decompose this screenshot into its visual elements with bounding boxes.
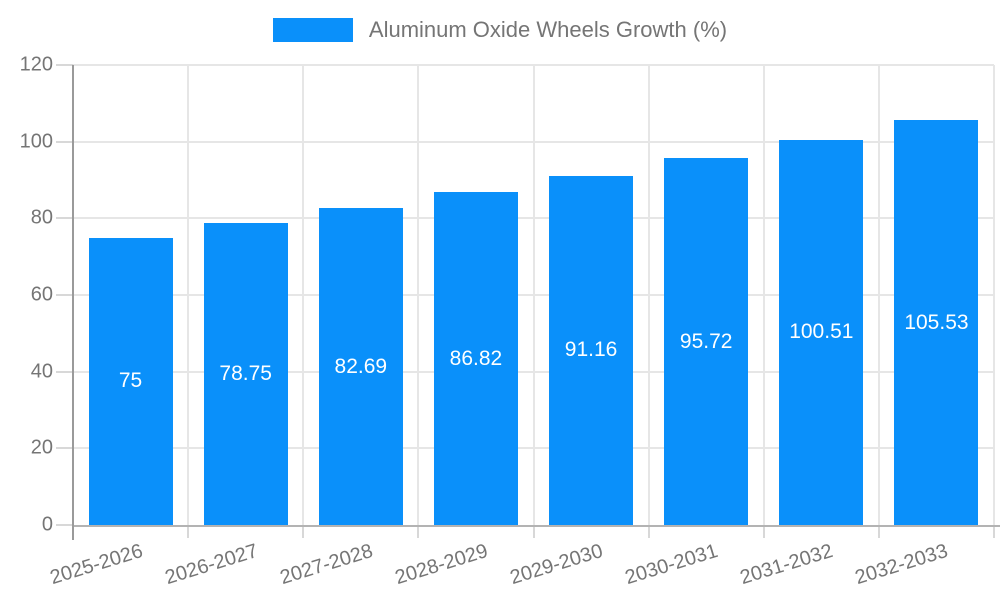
y-tick [56,294,73,296]
y-tick-label: 0 [41,513,53,536]
bar[interactable] [549,175,634,525]
x-tick [993,525,995,538]
x-gridline [532,65,535,525]
bar[interactable] [88,237,173,525]
bar-value-label: 100.51 [789,320,854,344]
x-gridline [302,65,305,525]
x-tick [302,525,305,538]
y-tick [56,370,73,373]
x-tick [417,525,420,538]
bar[interactable] [203,223,288,525]
x-tick [532,525,535,538]
legend-swatch[interactable] [272,18,353,42]
y-tick [56,524,73,526]
bar[interactable] [779,139,864,525]
x-tick [762,525,765,538]
bar-value-label: 78.75 [219,362,272,386]
y-tick-label: 80 [30,206,53,229]
legend-label: Aluminum Oxide Wheels Growth (%) [368,17,728,42]
bar-value-label: 82.69 [334,354,388,378]
bar[interactable] [433,192,518,525]
y-tick [56,217,73,220]
y-tick-label: 100 [19,130,53,153]
bar[interactable] [318,208,403,525]
bar-value-label: 86.82 [449,346,503,370]
x-gridline [187,65,190,525]
y-tick-label: 60 [30,283,53,306]
bar[interactable] [894,120,979,525]
legend: Aluminum Oxide Wheels Growth (%) [0,17,1000,43]
y-axis-line [72,65,74,540]
bar-value-label: 75 [118,369,143,393]
y-tick-label: 40 [30,360,53,383]
y-tick-label: 120 [19,53,53,76]
bar-value-label: 105.53 [904,310,969,334]
bar[interactable] [664,158,749,525]
y-tick [56,64,73,66]
y-tick [56,140,73,143]
x-gridline [647,65,650,525]
y-tick-label: 20 [30,436,53,459]
x-axis-line [72,525,1000,527]
x-tick [877,525,880,538]
y-tick [56,447,73,450]
bar-value-label: 95.72 [679,329,733,353]
x-tick [647,525,650,538]
bar-value-label: 91.16 [564,338,618,362]
x-tick [187,525,190,538]
x-gridline [877,65,880,525]
x-gridline [993,65,995,525]
x-gridline [762,65,765,525]
x-gridline [417,65,420,525]
